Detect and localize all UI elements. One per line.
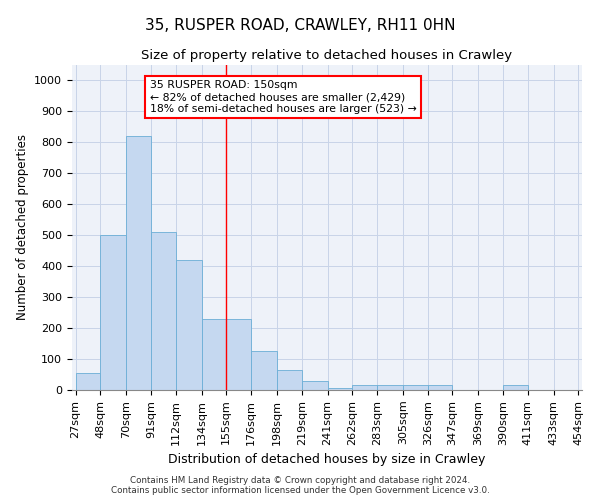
Bar <box>76 373 100 390</box>
Bar <box>100 235 126 390</box>
Bar <box>126 136 151 390</box>
Bar <box>377 386 403 390</box>
Bar <box>202 319 226 390</box>
Text: 35 RUSPER ROAD: 150sqm
← 82% of detached houses are smaller (2,429)
18% of semi-: 35 RUSPER ROAD: 150sqm ← 82% of detached… <box>150 80 416 114</box>
Y-axis label: Number of detached properties: Number of detached properties <box>16 134 29 320</box>
Bar <box>428 386 452 390</box>
Bar <box>251 352 277 390</box>
X-axis label: Distribution of detached houses by size in Crawley: Distribution of detached houses by size … <box>169 453 485 466</box>
Bar <box>277 370 302 390</box>
Bar <box>403 386 428 390</box>
Text: Contains HM Land Registry data © Crown copyright and database right 2024.
Contai: Contains HM Land Registry data © Crown c… <box>110 476 490 495</box>
Bar <box>302 380 328 390</box>
Bar <box>226 319 251 390</box>
Bar <box>328 388 352 390</box>
Bar <box>352 386 377 390</box>
Bar <box>176 260 202 390</box>
Bar <box>503 386 528 390</box>
Text: 35, RUSPER ROAD, CRAWLEY, RH11 0HN: 35, RUSPER ROAD, CRAWLEY, RH11 0HN <box>145 18 455 32</box>
Bar <box>151 232 176 390</box>
Title: Size of property relative to detached houses in Crawley: Size of property relative to detached ho… <box>142 50 512 62</box>
